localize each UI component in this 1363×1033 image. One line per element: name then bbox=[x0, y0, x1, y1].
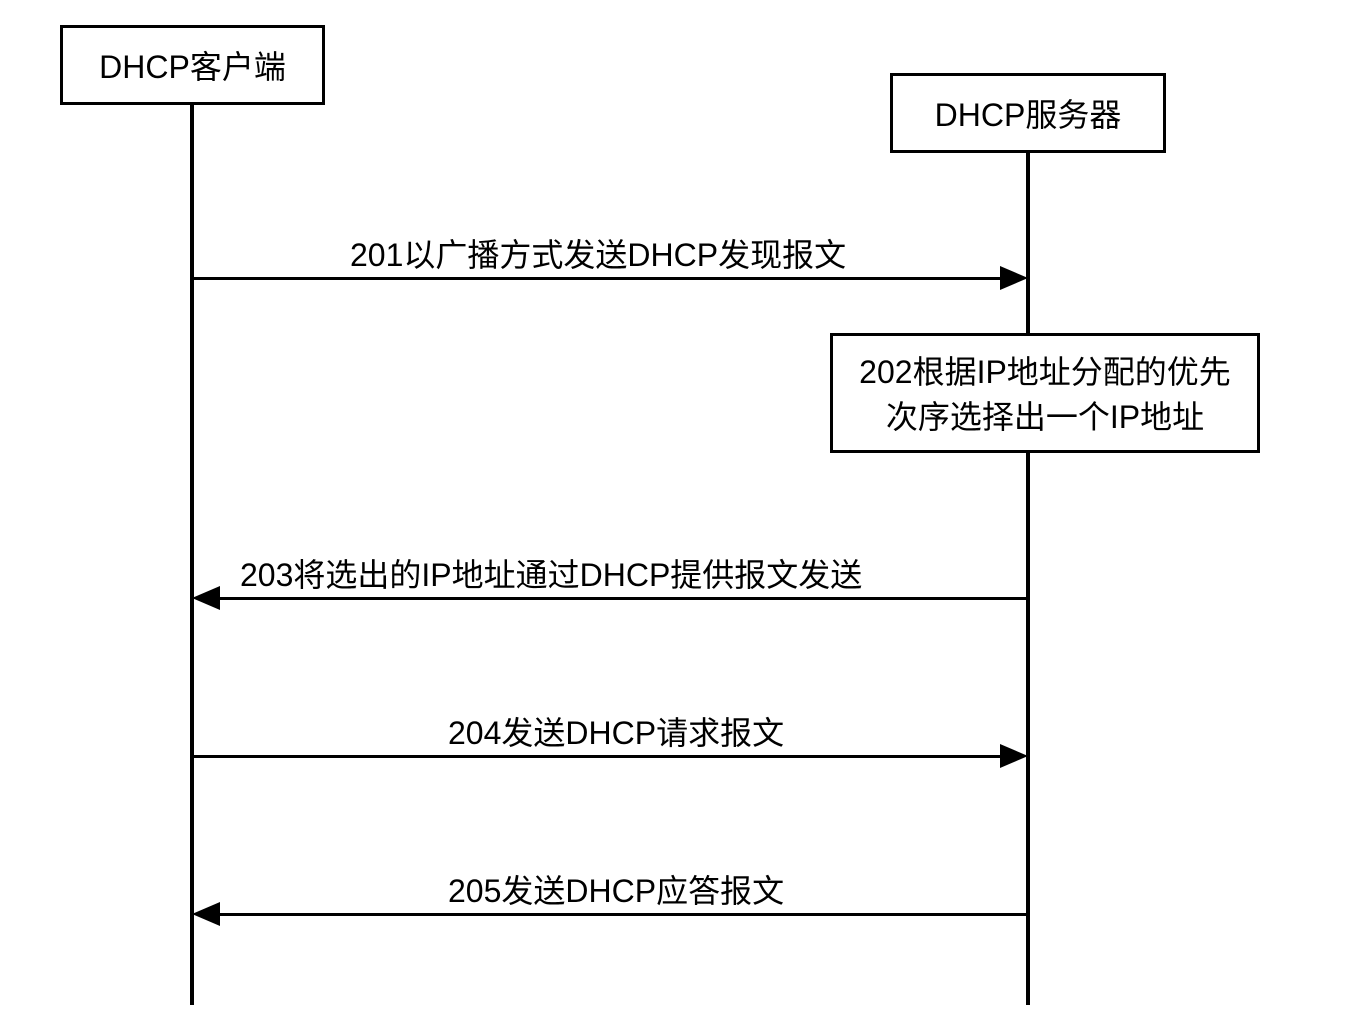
message-205-arrowhead bbox=[192, 902, 220, 926]
participant-server-label: DHCP服务器 bbox=[935, 90, 1122, 136]
message-201-line bbox=[192, 277, 1002, 280]
participant-server: DHCP服务器 bbox=[890, 73, 1166, 153]
participant-client-label: DHCP客户端 bbox=[99, 42, 286, 88]
message-205-label: 205发送DHCP应答报文 bbox=[448, 866, 784, 912]
message-203-label: 203将选出的IP地址通过DHCP提供报文发送 bbox=[240, 550, 862, 596]
lifeline-client bbox=[190, 105, 194, 1005]
message-201-label: 201以广播方式发送DHCP发现报文 bbox=[350, 230, 846, 276]
message-204-label: 204发送DHCP请求报文 bbox=[448, 708, 784, 754]
message-204-arrowhead bbox=[1000, 744, 1028, 768]
message-203-line bbox=[218, 597, 1028, 600]
sequence-diagram: DHCP客户端 DHCP服务器 201以广播方式发送DHCP发现报文 202根据… bbox=[60, 25, 1300, 1005]
message-203-arrowhead bbox=[192, 586, 220, 610]
participant-client: DHCP客户端 bbox=[60, 25, 325, 105]
activation-202-line2: 次序选择出一个IP地址 bbox=[886, 399, 1204, 435]
activation-202: 202根据IP地址分配的优先 次序选择出一个IP地址 bbox=[830, 333, 1260, 453]
message-205-line bbox=[218, 913, 1028, 916]
message-204-line bbox=[192, 755, 1002, 758]
activation-202-line1: 202根据IP地址分配的优先 bbox=[859, 354, 1231, 390]
message-201-arrowhead bbox=[1000, 266, 1028, 290]
